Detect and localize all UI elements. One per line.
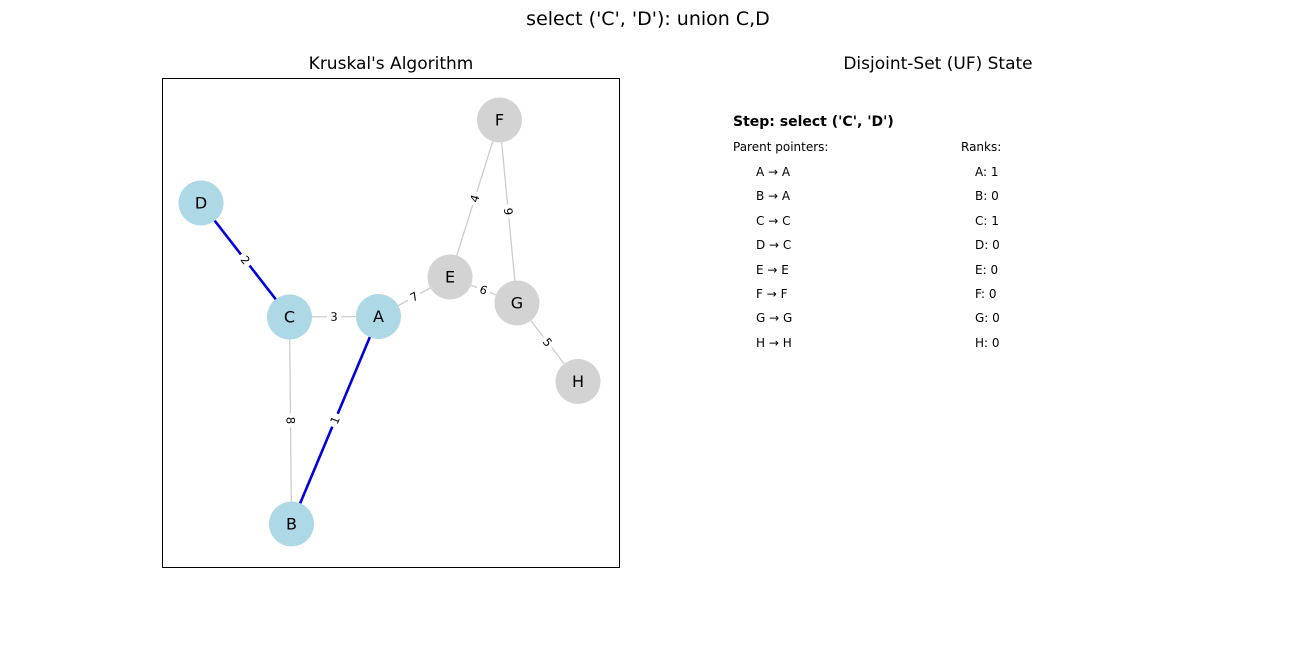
uf-step-text: Step: select ('C', 'D') [733,114,894,130]
edge-weight-text: 3 [330,310,337,324]
parent-pointer-item: H → H [756,335,792,350]
figure-title: select ('C', 'D'): union C,D [526,8,770,30]
node-a [356,294,401,339]
parent-pointer-list: A → A B → A C → C D → C E → E F → F G → … [756,164,792,359]
node-label-a: A [373,307,384,326]
edge-weight-label: 9 [500,203,517,220]
parent-pointer-item: B → A [756,189,791,204]
parent-pointer-item: E → E [756,262,789,277]
edge-weight-background [474,280,493,300]
edge-weight-label: 7 [404,286,425,307]
node-label-d: D [195,194,207,213]
parent-pointer-item: C → C [756,213,791,228]
node-c [267,294,312,340]
rank-item: C: 1 [975,213,999,228]
node-d [178,180,224,226]
edge-weight-text: 6 [478,282,490,298]
edge-weight-background [537,332,558,353]
node-f [477,97,522,143]
edge-weight-background [282,413,299,428]
edge-weight-label: 5 [537,332,558,353]
node-label-f: F [495,111,504,130]
node-e [427,254,473,300]
rank-item: F: 0 [975,286,997,301]
node-label-h: H [572,372,584,391]
rank-item: H: 0 [975,335,1000,350]
graph-frame [162,78,620,568]
edge-weight-background [404,286,425,307]
node-h [555,359,601,404]
edge-weight-text: 9 [501,207,516,216]
edge-weight-label: 3 [326,309,342,325]
parent-pointers-header: Parent pointers: [733,140,829,154]
edge-weight-text: 8 [283,417,297,424]
uf-panel-title: Disjoint-Set (UF) State [843,54,1033,74]
edge-weight-background [500,203,517,220]
edge-weight-text: 4 [467,193,483,204]
rank-list: A: 1 B: 0 C: 1 D: 0 E: 0 F: 0 G: 0 H: 0 [975,164,1000,359]
edge-weight-label: 6 [474,280,493,300]
graph-canvas: 1 2 3 4 5 6 7 8 9 A B C D E F G H [162,78,620,568]
rank-item: E: 0 [975,262,999,277]
node-label-c: C [284,308,295,327]
ranks-header: Ranks: [961,140,1002,154]
node-label-g: G [511,294,523,313]
graph-panel-title: Kruskal's Algorithm [308,54,474,74]
rank-item: D: 0 [975,238,1000,253]
parent-pointer-item: A → A [756,165,791,179]
node-label-b: B [286,515,297,534]
node-g [494,280,540,326]
edge-weight-label: 4 [465,189,485,208]
parent-pointer-item: F → F [756,286,788,301]
node-b [269,501,314,547]
parent-pointer-item: D → C [756,238,792,253]
edge-weight-background [235,249,256,271]
graph-panel: 1 2 3 4 5 6 7 8 9 A B C D E F G H [162,78,620,568]
parent-pointer-item: G → G [756,311,793,326]
rank-item: A: 1 [975,165,999,179]
edge-weight-background [325,410,345,430]
edge-weight-background [326,309,342,325]
edge-weight-label: 8 [282,413,299,428]
rank-item: B: 0 [975,189,999,204]
node-label-e: E [445,268,455,287]
edge-weight-background [465,189,485,208]
edge-weight-label: 1 [325,410,345,430]
rank-item: G: 0 [975,311,1000,326]
edge-weight-label: 2 [235,249,256,271]
